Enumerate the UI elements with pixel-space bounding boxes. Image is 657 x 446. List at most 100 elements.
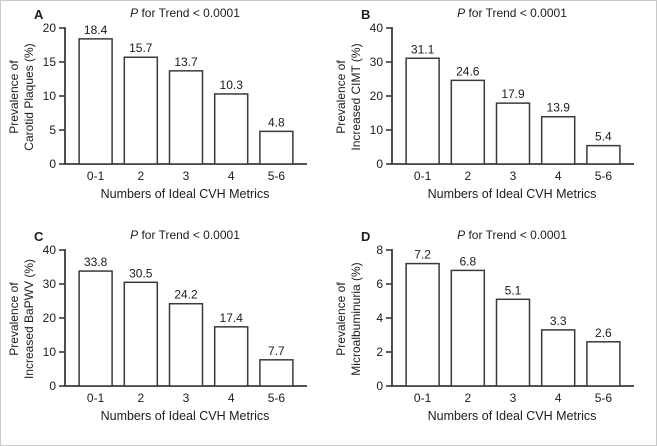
bar <box>450 269 486 387</box>
panel-d-x-axis-label: Numbers of Ideal CVH Metrics <box>427 409 597 423</box>
bar-value-label: 7.7 <box>268 344 285 358</box>
bar <box>213 93 249 165</box>
p-symbol: P <box>130 228 139 242</box>
y-tick-label: 20 <box>43 311 57 325</box>
x-tick-label: 4 <box>228 169 235 183</box>
y-tick-label: 0 <box>376 379 383 393</box>
y-tick-label: 5 <box>49 123 56 137</box>
panel-b-title: P for Trend < 0.0001 <box>390 6 634 20</box>
y-tick-label: 20 <box>370 89 384 103</box>
bar <box>213 326 249 387</box>
p-symbol: P <box>457 228 466 242</box>
panel-c: C P for Trend < 0.0001 Prevalence of Incr… <box>1 223 328 445</box>
y-tick-label: 30 <box>370 55 384 69</box>
bar-value-label: 2.6 <box>595 326 612 340</box>
x-tick-label: 5-6 <box>595 391 613 405</box>
bar <box>405 57 440 165</box>
panel-b-plot: 0 10 20 30 40 31.1 0-1 24.6 2 17.9 3 13.9 4 5.4 5-6 <box>370 21 634 183</box>
p-symbol: P <box>457 6 466 20</box>
bar-value-label: 17.9 <box>501 87 525 101</box>
bar-value-label: 3.3 <box>550 314 567 328</box>
y-tick-label: 6 <box>376 277 383 291</box>
bar <box>123 56 159 165</box>
bar <box>495 102 531 165</box>
bar <box>586 144 621 165</box>
y-tick-label: 0 <box>49 157 56 171</box>
p-symbol: P <box>130 6 139 20</box>
panel-a: A P for Trend < 0.0001 Prevalence of Caro… <box>1 1 328 223</box>
bar-value-label: 17.4 <box>220 311 244 325</box>
x-tick-label: 4 <box>555 391 562 405</box>
y-tick-label: 20 <box>43 21 57 35</box>
panel-c-plot: 0 10 20 30 40 33.8 0-1 30.5 2 24.2 3 17.4 4 7.7 5-6 <box>43 243 307 405</box>
panel-d-letter: D <box>361 229 371 244</box>
y-tick-label: 8 <box>376 243 383 257</box>
y-tick-label: 4 <box>376 311 383 325</box>
y-tick-label: 15 <box>43 55 57 69</box>
panel-a-title: P for Trend < 0.0001 <box>63 6 307 20</box>
panel-b-x-axis-label: Numbers of Ideal CVH Metrics <box>427 187 597 201</box>
bar <box>259 130 294 165</box>
bar-value-label: 24.2 <box>174 288 198 302</box>
bar <box>259 359 294 387</box>
panel-d-title: P for Trend < 0.0001 <box>390 228 634 242</box>
x-tick-label: 3 <box>510 391 517 405</box>
bar <box>586 341 621 387</box>
y-tick-label: 40 <box>43 243 57 257</box>
bar-value-label: 30.5 <box>129 266 153 280</box>
bar-value-label: 10.3 <box>220 78 244 92</box>
y-tick-label: 0 <box>49 379 56 393</box>
bar <box>168 302 204 387</box>
x-tick-label: 3 <box>510 169 517 183</box>
y-tick-label: 40 <box>370 21 384 35</box>
panel-b-letter: B <box>361 7 371 22</box>
x-tick-label: 2 <box>137 169 144 183</box>
x-tick-label: 0-1 <box>414 391 432 405</box>
panel-c-title: P for Trend < 0.0001 <box>63 228 307 242</box>
bar <box>450 79 486 165</box>
bar-value-label: 5.1 <box>505 283 522 297</box>
panel-a-x-axis-label: Numbers of Ideal CVH Metrics <box>100 187 270 201</box>
bar <box>540 115 576 165</box>
bar-value-label: 18.4 <box>84 23 108 37</box>
x-tick-label: 5-6 <box>268 391 286 405</box>
bar <box>495 298 531 387</box>
panel-d-plot: 0 2 4 6 8 7.2 0-1 6.8 2 5.1 3 3.3 4 2.6 5-6 <box>376 243 634 405</box>
title-text: for Trend < 0.0001 <box>138 6 240 20</box>
bar <box>123 281 159 387</box>
title-text: for Trend < 0.0001 <box>138 228 240 242</box>
y-tick-label: 10 <box>43 345 57 359</box>
bar <box>405 262 440 387</box>
x-tick-label: 5-6 <box>268 169 286 183</box>
bar <box>540 329 576 387</box>
y-tick-label: 2 <box>376 345 383 359</box>
x-tick-label: 2 <box>137 391 144 405</box>
x-tick-label: 0-1 <box>87 391 105 405</box>
bar <box>78 270 113 387</box>
panel-d: D P for Trend < 0.0001 Prevalence of Micr… <box>328 223 656 445</box>
bar-value-label: 31.1 <box>411 42 435 56</box>
bar-value-label: 13.7 <box>174 55 198 69</box>
x-tick-label: 4 <box>228 391 235 405</box>
x-tick-label: 0-1 <box>87 169 105 183</box>
panel-b: B P for Trend < 0.0001 Prevalence of Incr… <box>328 1 656 223</box>
bar-value-label: 33.8 <box>84 255 108 269</box>
panel-a-plot: 0 5 10 15 20 18.4 0-1 15.7 2 13.7 3 10.3 4 4.8 5-6 <box>43 21 307 183</box>
panel-c-letter: C <box>34 229 44 244</box>
panel-a-letter: A <box>34 7 44 22</box>
title-text: for Trend < 0.0001 <box>465 228 567 242</box>
bar-value-label: 13.9 <box>547 101 571 115</box>
bar-value-label: 4.8 <box>268 115 285 129</box>
bar-value-label: 24.6 <box>456 64 480 78</box>
bar-value-label: 15.7 <box>129 41 153 55</box>
x-tick-label: 3 <box>183 169 190 183</box>
x-tick-label: 2 <box>464 391 471 405</box>
x-tick-label: 2 <box>464 169 471 183</box>
y-tick-label: 10 <box>43 89 57 103</box>
y-tick-label: 0 <box>376 157 383 171</box>
y-tick-label: 10 <box>370 123 384 137</box>
bar <box>168 70 204 165</box>
bar-value-label: 7.2 <box>414 248 431 262</box>
bar-value-label: 6.8 <box>459 254 476 268</box>
